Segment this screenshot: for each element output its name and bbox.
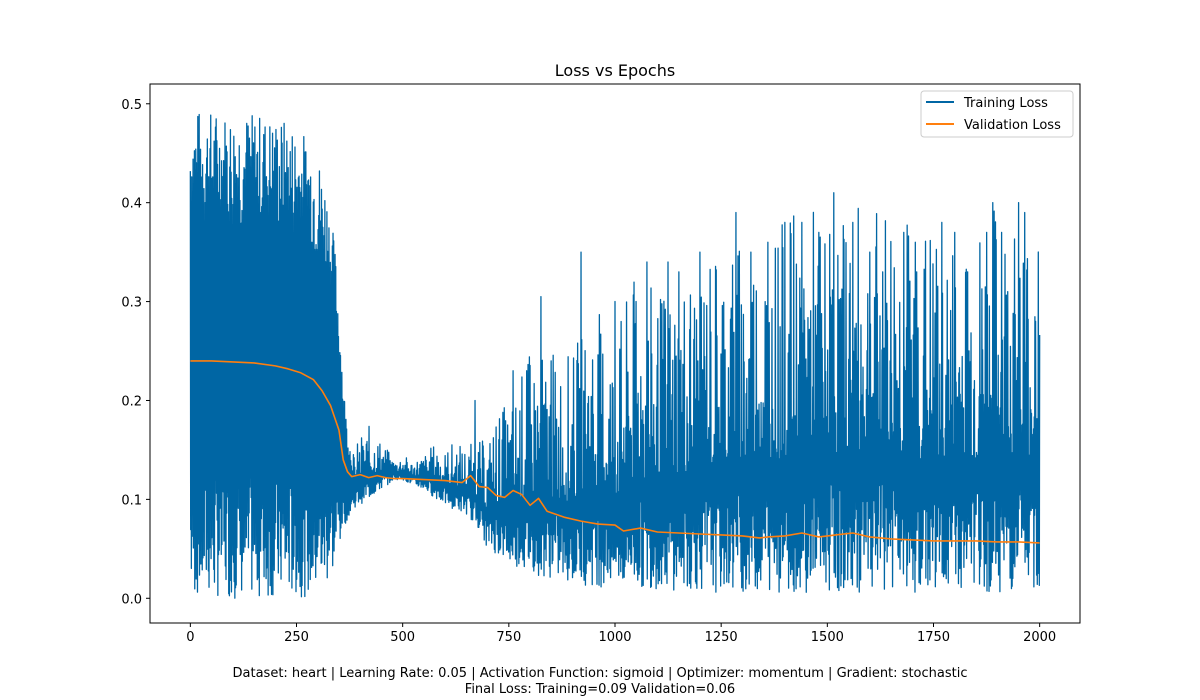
x-tick-label: 2000 (1023, 630, 1056, 645)
x-tick-label: 1250 (705, 630, 738, 645)
chart-title: Loss vs Epochs (555, 61, 675, 80)
x-tick-label: 500 (390, 630, 415, 645)
caption-line-1: Dataset: heart | Learning Rate: 0.05 | A… (232, 666, 968, 681)
y-tick-label: 0.4 (121, 197, 142, 212)
legend: Training Loss Validation Loss (920, 90, 1074, 138)
y-tick-label: 0.1 (121, 493, 142, 508)
validation-loss-line (190, 360, 1040, 544)
x-tick-label: 1750 (917, 630, 950, 645)
y-tick-label: 0.2 (121, 394, 142, 409)
y-tick-label: 0.5 (121, 98, 142, 113)
training-loss-line (189, 113, 1041, 599)
x-tick-label: 0 (186, 630, 194, 645)
x-tick-label: 250 (284, 630, 309, 645)
x-axis: 0 250 500 750 1000 1250 1500 1750 2000 (186, 623, 1056, 645)
legend-label-validation: Validation Loss (964, 118, 1061, 133)
legend-frame (920, 90, 1074, 138)
y-tick-label: 0.0 (121, 592, 142, 607)
x-tick-label: 1000 (598, 630, 631, 645)
caption-line-2: Final Loss: Training=0.09 Validation=0.0… (464, 682, 736, 697)
y-tick-label: 0.3 (121, 296, 142, 311)
legend-label-training: Training Loss (963, 96, 1048, 111)
y-axis: 0.0 0.1 0.2 0.3 0.4 0.5 (121, 98, 150, 607)
x-tick-label: 1500 (811, 630, 844, 645)
x-tick-label: 750 (496, 630, 521, 645)
plot-content (189, 113, 1041, 599)
